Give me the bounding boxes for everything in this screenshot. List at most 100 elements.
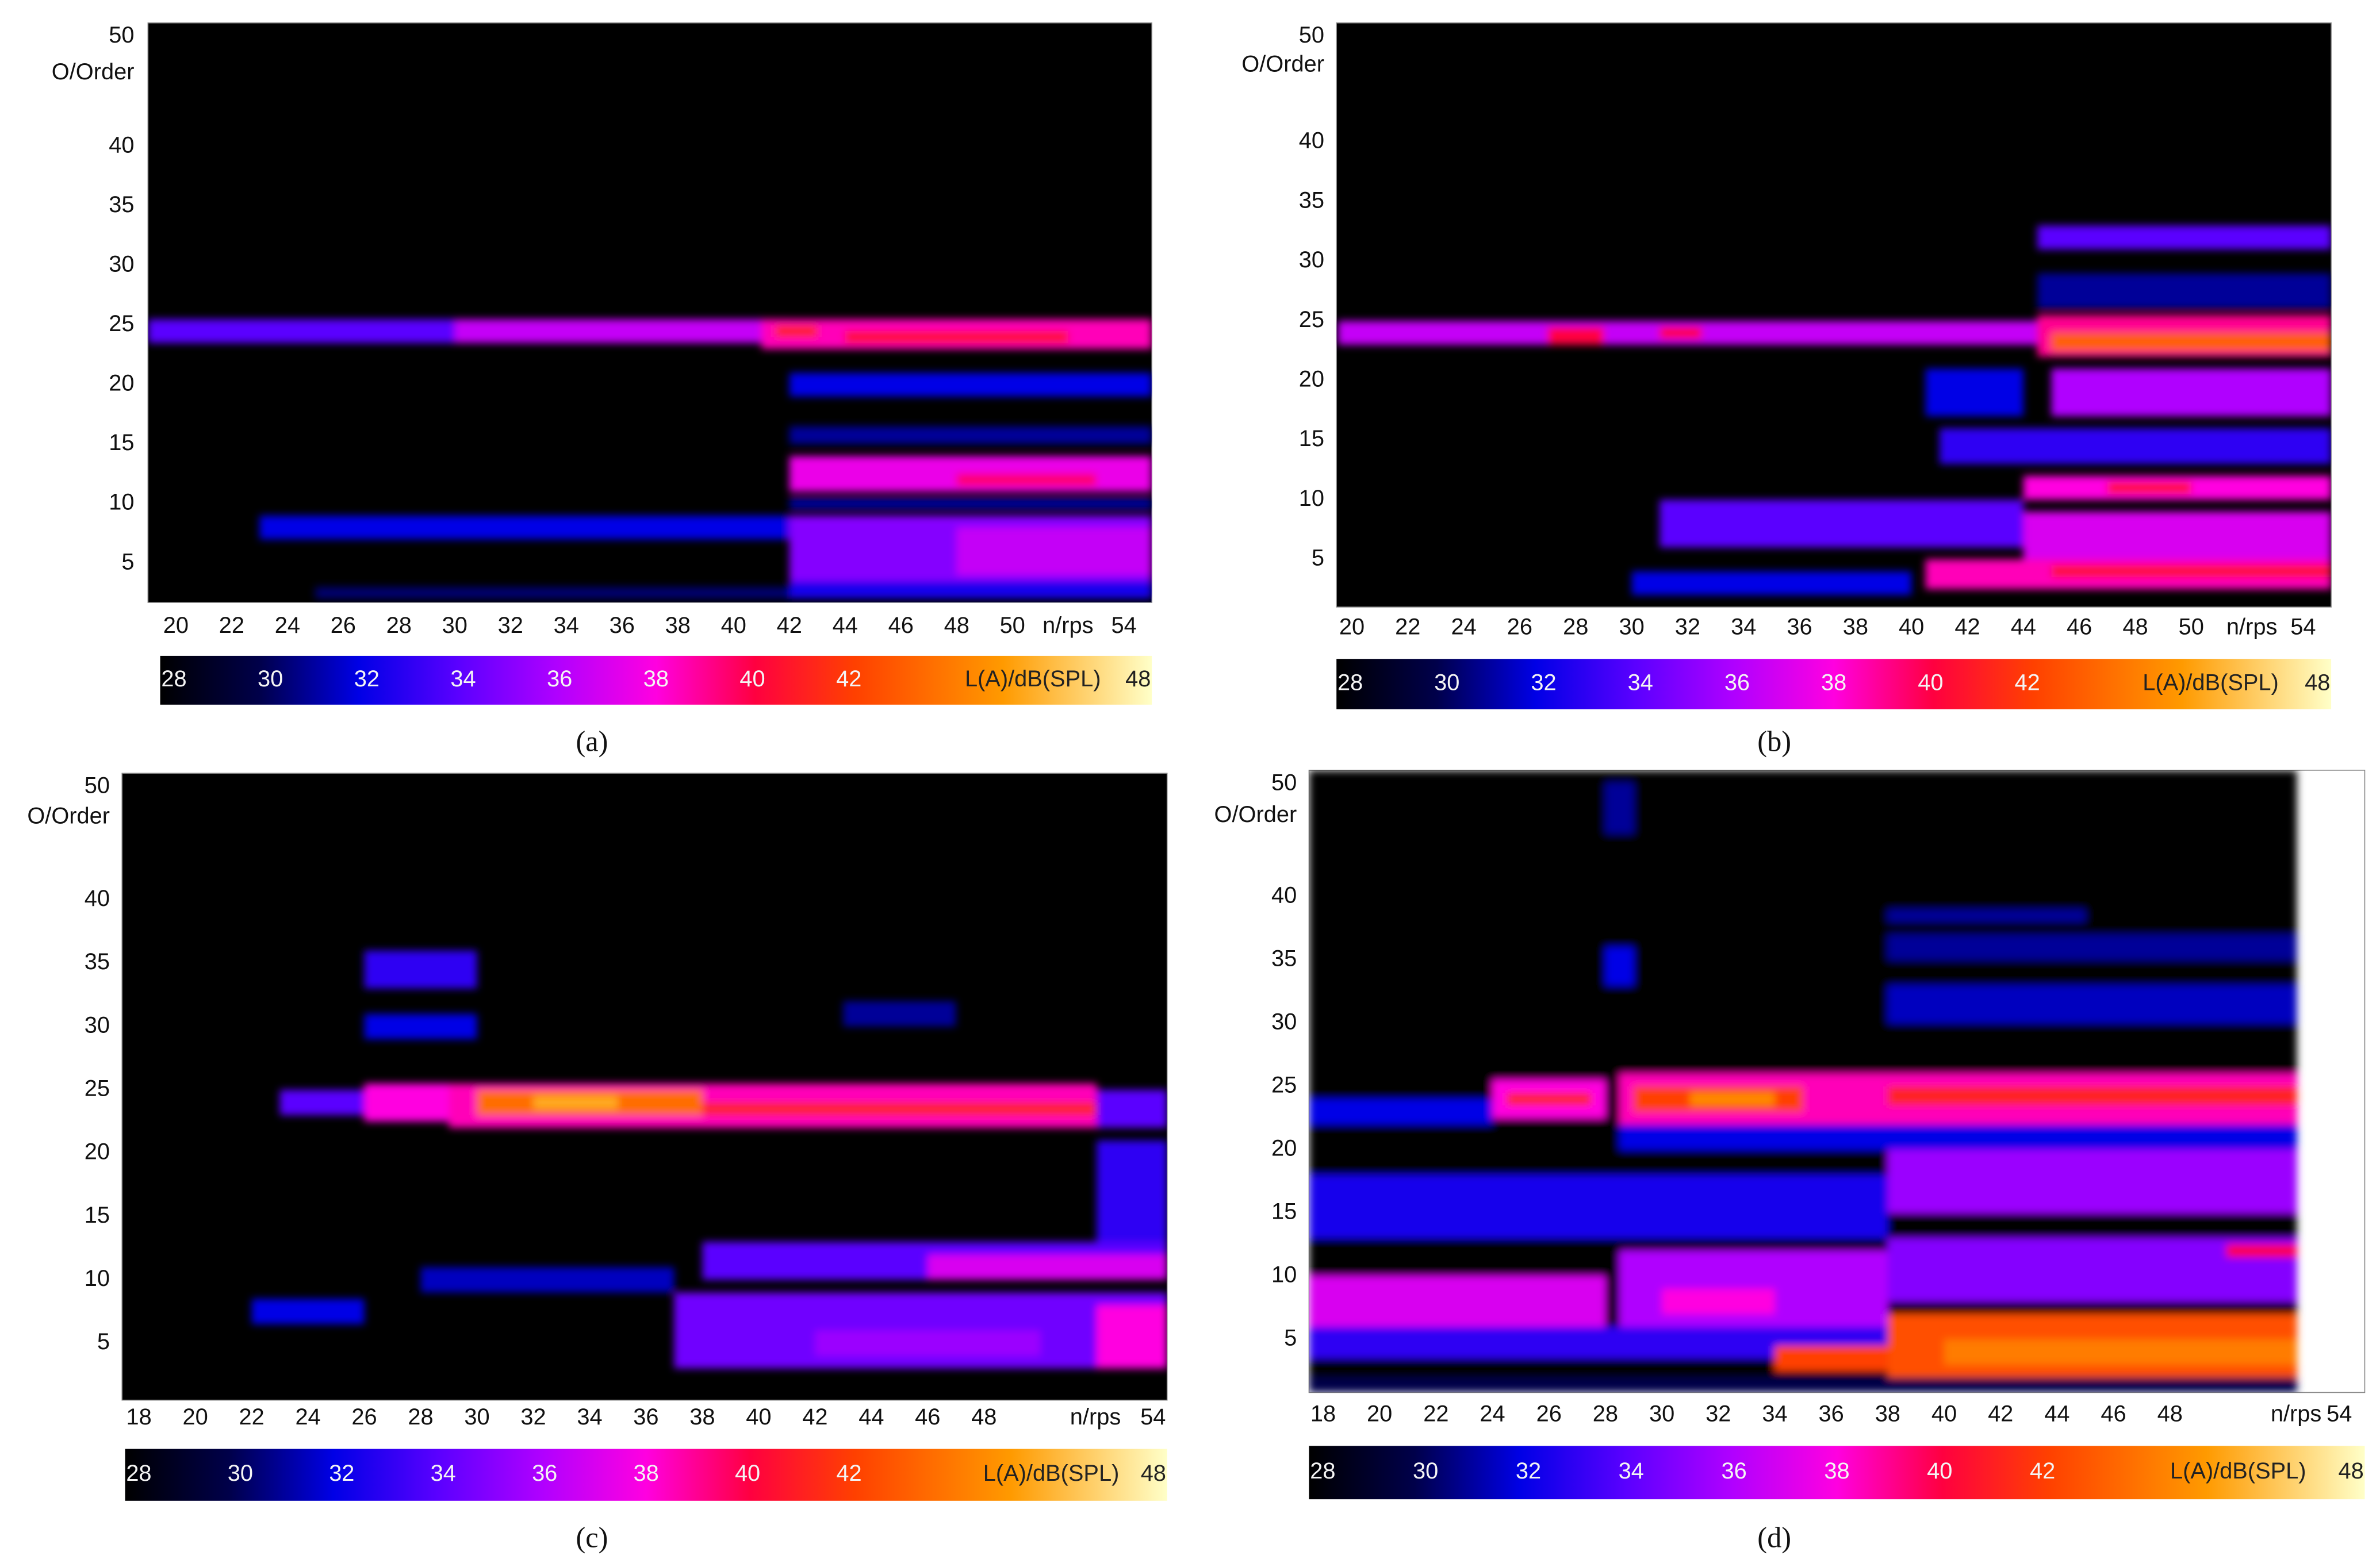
y-tick-label: 40 xyxy=(1271,882,1297,908)
colorbar-tick-label: 34 xyxy=(450,666,476,692)
colorbar-tick-label: 48 xyxy=(1125,666,1151,692)
x-tick-label: 44 xyxy=(859,1404,884,1430)
y-tick-label: 25 xyxy=(85,1076,110,1101)
x-tick-label: 44 xyxy=(833,613,858,638)
x-tick-label: 26 xyxy=(351,1404,377,1430)
x-tick-label: 20 xyxy=(1367,1401,1392,1427)
heat-band xyxy=(1660,500,2023,548)
y-tick-label: 15 xyxy=(1299,426,1324,451)
x-tick-label: 24 xyxy=(275,613,300,638)
x-tick-label: 34 xyxy=(554,613,579,638)
x-tick-label: 38 xyxy=(1843,614,1868,640)
heat-band xyxy=(1660,327,1702,339)
x-tick-label: 46 xyxy=(2101,1401,2126,1427)
x-tick-label: 40 xyxy=(721,613,746,638)
x-tick-label: 22 xyxy=(1423,1401,1448,1427)
x-tick-label: 28 xyxy=(1563,614,1588,640)
heat-band xyxy=(1944,1339,2297,1365)
heat-band xyxy=(1887,909,2086,922)
y-tick-label: 25 xyxy=(109,311,134,336)
heat-band xyxy=(420,1267,674,1293)
heat-band xyxy=(2051,368,2332,417)
panel: 50 40 35 30 25 20 15 10 5 O/Order 20 22 24 26 28 30 32 34… xyxy=(1241,22,2332,757)
y-tick-label: 20 xyxy=(1299,367,1324,392)
colorbar-tick-label: 48 xyxy=(2338,1458,2363,1484)
colorbar-tick-label: 40 xyxy=(1918,670,1943,696)
heat-band xyxy=(789,581,1152,599)
x-tick-label: 48 xyxy=(2122,614,2148,640)
y-tick-label: 50 xyxy=(1299,22,1324,48)
x-tick-label: 42 xyxy=(1954,614,1980,640)
y-tick-label: 20 xyxy=(109,371,134,396)
heat-band xyxy=(1309,1099,1493,1124)
y-axis-label: O/Order xyxy=(27,804,110,829)
heat-band xyxy=(1887,1149,2297,1213)
x-tick-label: 46 xyxy=(888,613,914,638)
colorbar-tick-label: 38 xyxy=(1821,670,1846,696)
heat-band xyxy=(789,426,1152,444)
colorbar-tick-label: 40 xyxy=(739,666,765,692)
y-axis-label: O/Order xyxy=(52,59,135,85)
colorbar-tick-label: 38 xyxy=(634,1461,659,1486)
heatmap xyxy=(148,319,1152,599)
colorbar-tick-label: 42 xyxy=(836,1461,861,1486)
x-tick-label: 24 xyxy=(1451,614,1476,640)
heat-band xyxy=(364,1013,477,1039)
x-tick-label: 28 xyxy=(386,613,412,638)
heat-band xyxy=(2051,565,2332,578)
heat-band xyxy=(956,474,1097,486)
colorbar-tick-label: 32 xyxy=(354,666,380,692)
heat-band xyxy=(2051,333,2332,351)
colorbar-tick-label: 34 xyxy=(431,1461,456,1486)
heat-band xyxy=(1605,947,1634,985)
heat-band xyxy=(815,1330,1041,1356)
x-tick-label: 20 xyxy=(182,1404,208,1430)
x-tick-label: 44 xyxy=(2044,1401,2069,1427)
y-axis-label: O/Order xyxy=(1214,802,1297,827)
x-tick-label: 20 xyxy=(1339,614,1365,640)
heat-band xyxy=(1690,1092,1775,1105)
x-tick-label: 30 xyxy=(464,1404,489,1430)
y-tick-label: 5 xyxy=(1284,1326,1297,1351)
x-tick-label: 46 xyxy=(915,1404,940,1430)
heatmap-bands xyxy=(251,950,1167,1369)
colorbar-tick-label: 34 xyxy=(1619,1458,1644,1484)
heat-band xyxy=(1097,1140,1167,1242)
panel-caption: (c) xyxy=(576,1521,608,1553)
y-tick-label: 5 xyxy=(97,1329,110,1354)
colorbar-tick-label: 48 xyxy=(2305,670,2330,696)
x-tick-label: 50 xyxy=(1000,613,1025,638)
colorbar-tick-label: 42 xyxy=(2014,670,2040,696)
x-tick-label: 40 xyxy=(746,1404,771,1430)
colorbar-label: L(A)/dB(SPL) xyxy=(965,666,1101,692)
x-tick-label: 20 xyxy=(163,613,189,638)
heat-band xyxy=(775,325,818,337)
colorbar-tick-label: 30 xyxy=(1413,1458,1438,1484)
y-tick-label: 5 xyxy=(1312,546,1324,571)
x-tick-label: 28 xyxy=(408,1404,433,1430)
heat-band xyxy=(928,1254,1167,1280)
y-tick-label: 35 xyxy=(109,192,134,217)
y-tick-label: 25 xyxy=(1271,1072,1297,1097)
heat-band xyxy=(1925,368,2023,417)
x-tick-label: 48 xyxy=(971,1404,997,1430)
heat-band xyxy=(2023,512,2332,560)
colorbar-tick-label: 30 xyxy=(1434,670,1459,696)
y-tick-label: 35 xyxy=(1271,946,1297,971)
colorbar-tick-label: 34 xyxy=(1628,670,1653,696)
heat-band xyxy=(1775,1346,1888,1372)
y-tick-label: 20 xyxy=(1271,1135,1297,1161)
heat-band xyxy=(1309,1377,2297,1393)
x-tick-label: 48 xyxy=(2157,1401,2183,1427)
x-tick-label: 30 xyxy=(1649,1401,1674,1427)
colorbar-tick-label: 36 xyxy=(1722,1458,1747,1484)
x-axis-label: n/rps xyxy=(1070,1404,1121,1430)
colorbar-tick-label: 32 xyxy=(1516,1458,1541,1484)
y-tick-label: 5 xyxy=(121,549,134,574)
y-tick-label: 30 xyxy=(1271,1009,1297,1034)
heatmap-bands xyxy=(1309,770,2297,1393)
x-tick-label: 28 xyxy=(1593,1401,1618,1427)
heat-band xyxy=(1309,1276,1605,1327)
heat-band xyxy=(1097,1305,1167,1369)
heat-band xyxy=(843,1001,956,1027)
